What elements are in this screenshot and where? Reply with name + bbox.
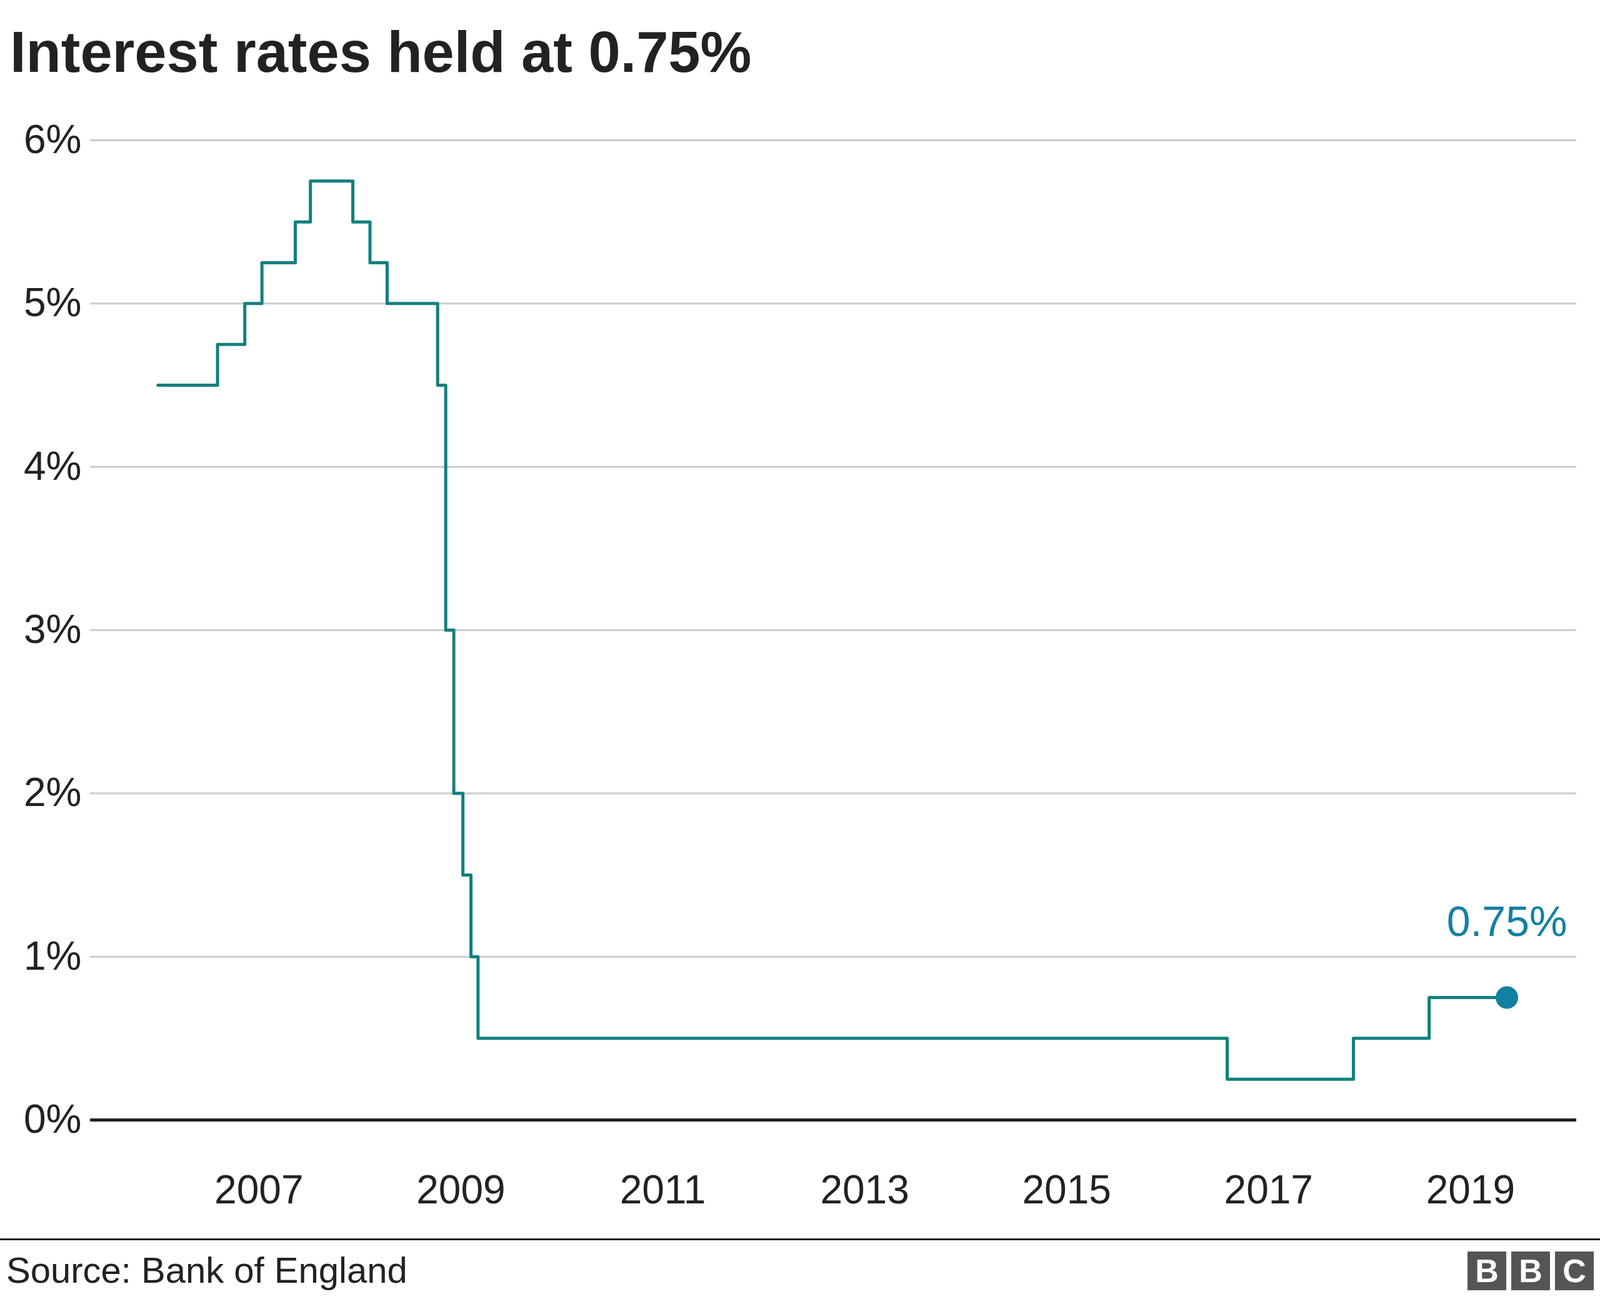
svg-text:2013: 2013 (820, 1167, 909, 1213)
svg-text:2009: 2009 (416, 1167, 505, 1213)
svg-text:2019: 2019 (1426, 1167, 1515, 1213)
html-text:B: B (1475, 1253, 1499, 1290)
svg-text:2007: 2007 (214, 1167, 304, 1213)
svg-text:3%: 3% (23, 606, 82, 652)
svg-text:0.75%: 0.75% (1446, 897, 1568, 945)
svg-text:2011: 2011 (620, 1167, 707, 1213)
svg-text:2%: 2% (23, 770, 82, 815)
svg-text:6%: 6% (23, 116, 82, 162)
html-text:Source: Bank of England: Source: Bank of England (6, 1250, 408, 1291)
html-text:Interest rates held at 0.75%: Interest rates held at 0.75% (10, 20, 752, 84)
html-text:B: B (1518, 1253, 1543, 1290)
svg-text:2017: 2017 (1224, 1167, 1314, 1213)
svg-text:4%: 4% (23, 443, 82, 489)
svg-text:1%: 1% (23, 933, 82, 979)
svg-text:2015: 2015 (1021, 1167, 1111, 1213)
html-text:C: C (1562, 1253, 1587, 1290)
svg-text:0%: 0% (23, 1096, 82, 1142)
svg-text:5%: 5% (23, 280, 82, 325)
